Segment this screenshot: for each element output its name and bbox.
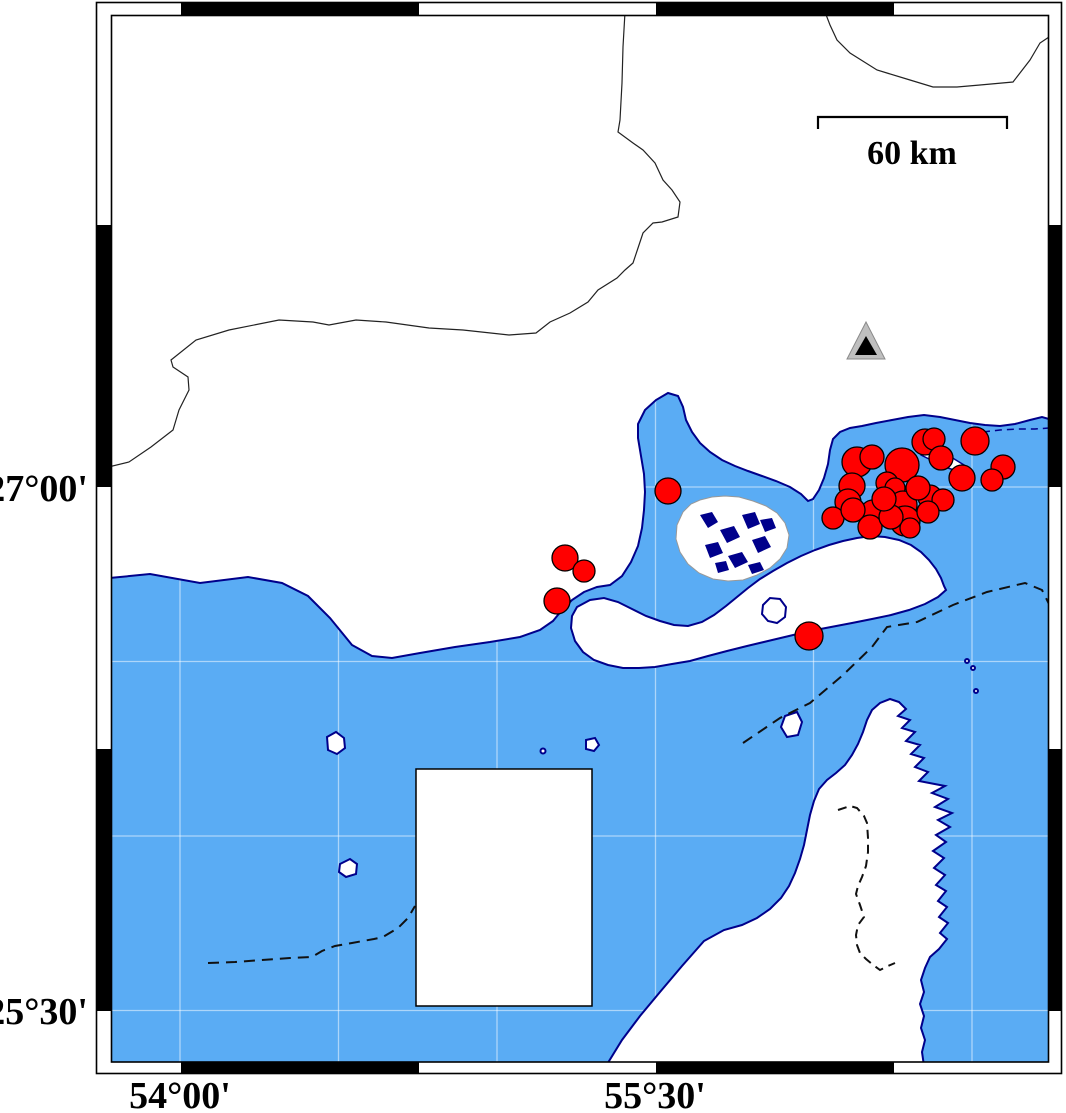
island-west-2 <box>337 857 359 879</box>
epicenter-marker <box>857 514 883 540</box>
scale-bar: 60 km <box>816 115 1009 172</box>
frame-inner <box>110 14 1050 1063</box>
larak-island <box>779 710 804 739</box>
musandam-peninsula <box>607 697 955 1062</box>
mainland-coastline <box>112 391 1049 660</box>
epicenter-marker <box>980 468 1004 492</box>
map-body <box>112 15 1049 1062</box>
epicenter-marker <box>948 464 976 492</box>
hormuz-island <box>760 596 788 625</box>
scale-bar-label: 60 km <box>867 135 957 172</box>
epicenter-marker <box>905 475 931 501</box>
frame-segment-bottom <box>181 1062 419 1074</box>
epicenter-marker <box>916 500 940 524</box>
station-triangle-core <box>855 336 877 355</box>
station-marker <box>846 320 886 360</box>
island-west-1 <box>325 730 347 756</box>
epicenter-marker <box>960 426 990 456</box>
frame-segment-right <box>1049 225 1062 487</box>
epicenter-marker <box>794 621 824 651</box>
island-mid <box>585 736 601 753</box>
frame-segment-top <box>656 2 894 15</box>
lon-label-54-00: 54°00' <box>129 1075 231 1113</box>
lon-label-55-30: 55°30' <box>604 1075 706 1113</box>
epicenter-marker <box>543 587 571 615</box>
dashed-line-southwest <box>207 905 416 964</box>
mangrove-islets <box>700 512 776 574</box>
frame-segment-right <box>1049 749 1062 1011</box>
epicenter-marker <box>899 517 921 539</box>
frame-outer <box>95 1 1063 1075</box>
epicenter-layer <box>543 426 1016 651</box>
epicenter-marker <box>859 444 885 470</box>
epicenter-marker <box>840 497 866 523</box>
dashed-line-strait <box>742 581 1049 744</box>
small-islands <box>325 596 979 879</box>
frame-segment-top <box>181 2 419 15</box>
frame-black-segments <box>96 2 1062 1074</box>
epicenter-marker <box>551 544 579 572</box>
inset-rectangle <box>415 768 593 1007</box>
lat-label-25-30: 25°30' <box>0 991 88 1033</box>
land-boundary-line <box>112 15 681 467</box>
lat-label-27-00: 27°00' <box>0 468 88 510</box>
epicenter-marker <box>572 559 596 583</box>
scale-bar-bracket <box>816 115 1009 129</box>
frame-segment-bottom <box>656 1062 894 1074</box>
epicenter-marker <box>928 445 954 471</box>
qeshm-island <box>569 534 948 669</box>
epicenter-marker <box>871 486 897 512</box>
epicenter-marker <box>654 477 682 505</box>
dashed-line-border <box>837 804 896 972</box>
frame-segment-left <box>96 225 112 487</box>
land-boundary-line-ne <box>825 15 1049 88</box>
frame-segment-left <box>96 749 112 1011</box>
